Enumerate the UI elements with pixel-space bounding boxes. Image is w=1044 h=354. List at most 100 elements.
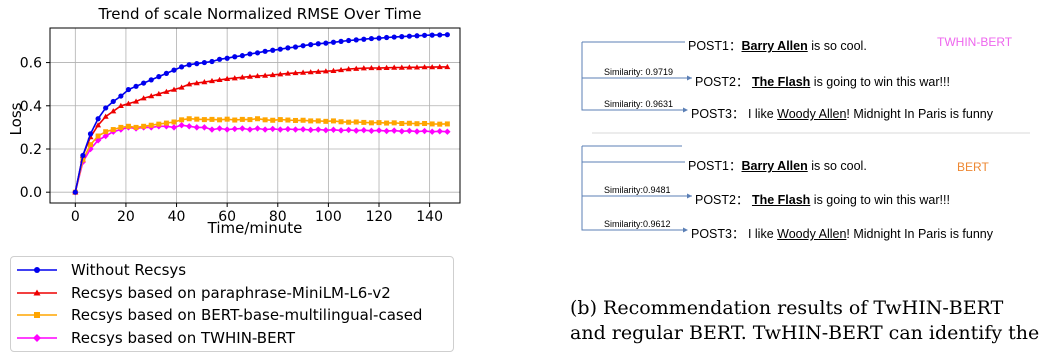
data-point bbox=[292, 44, 299, 50]
data-point bbox=[254, 125, 261, 132]
data-point bbox=[247, 51, 253, 57]
data-point bbox=[376, 120, 382, 126]
data-point bbox=[269, 71, 276, 78]
data-point bbox=[133, 124, 139, 130]
legend-swatch-circle bbox=[17, 267, 57, 274]
data-point bbox=[429, 64, 436, 70]
data-point bbox=[247, 117, 253, 123]
data-point bbox=[208, 126, 216, 133]
data-point bbox=[383, 127, 390, 135]
data-point bbox=[398, 64, 405, 70]
data-point bbox=[262, 117, 268, 123]
data-point bbox=[209, 58, 215, 65]
data-point bbox=[232, 54, 238, 60]
data-point bbox=[444, 121, 450, 127]
data-point bbox=[102, 113, 109, 119]
data-point bbox=[361, 36, 367, 42]
y-axis-title: Loss bbox=[7, 102, 25, 135]
data-point bbox=[186, 62, 192, 68]
data-point bbox=[399, 34, 405, 40]
group2-post1: POST1：Barry Allen is so cool. bbox=[688, 155, 867, 174]
data-point bbox=[95, 133, 101, 139]
data-point bbox=[330, 39, 337, 45]
data-point bbox=[148, 122, 154, 128]
grid-lines bbox=[50, 28, 460, 203]
data-point bbox=[384, 34, 390, 41]
post-prefix: POST1： bbox=[688, 159, 742, 173]
data-point bbox=[239, 53, 245, 59]
data-point bbox=[178, 84, 185, 90]
data-point bbox=[239, 125, 246, 132]
data-point bbox=[103, 105, 109, 111]
x-tick-label: 100 bbox=[315, 209, 342, 225]
y-tick-label: 0.4 bbox=[20, 99, 42, 115]
post-entity: The Flash bbox=[751, 75, 811, 89]
data-point bbox=[330, 118, 336, 124]
data-point bbox=[391, 34, 397, 40]
data-point bbox=[118, 93, 124, 99]
group2-post3: POST3： I like Woody Allen! Midnight In P… bbox=[691, 223, 993, 242]
data-point bbox=[391, 120, 397, 126]
data-point bbox=[346, 119, 352, 125]
data-point bbox=[231, 75, 238, 81]
post-text: is so cool. bbox=[807, 39, 867, 53]
data-point bbox=[80, 157, 86, 163]
data-point bbox=[224, 75, 231, 81]
data-point bbox=[201, 79, 208, 85]
caption-line-2: and regular BERT. TwHIN-BERT can identif… bbox=[570, 322, 1040, 344]
series-2 bbox=[72, 116, 450, 195]
data-point bbox=[224, 116, 230, 122]
data-point bbox=[284, 125, 292, 133]
data-point bbox=[307, 126, 314, 134]
data-point bbox=[429, 32, 435, 38]
data-point bbox=[277, 46, 283, 52]
legend-swatch-diamond bbox=[17, 333, 57, 342]
data-point bbox=[376, 35, 382, 41]
data-point bbox=[300, 117, 306, 123]
data-point bbox=[254, 50, 261, 56]
data-point bbox=[338, 66, 345, 73]
group2-similarity-2: Similarity:0.9481 bbox=[604, 185, 671, 195]
data-point bbox=[87, 142, 93, 148]
data-point bbox=[315, 118, 321, 124]
recommendation-diagram: POST1：Barry Allen is so cool. TWHIN-BERT… bbox=[570, 20, 1044, 260]
x-axis-title: Time/minute bbox=[207, 219, 303, 237]
x-tick-label: 40 bbox=[168, 209, 186, 225]
y-tick-label: 0.6 bbox=[20, 56, 42, 72]
data-point bbox=[80, 152, 86, 159]
legend-label: Recsys based on BERT-base-multilingual-c… bbox=[71, 306, 423, 325]
group2-post2: POST2： The Flash is going to win this wa… bbox=[695, 189, 950, 208]
data-point bbox=[163, 120, 169, 126]
post-prefix: POST3： I like bbox=[691, 107, 778, 121]
data-point bbox=[186, 116, 192, 122]
group1-post1: POST1：Barry Allen is so cool. bbox=[688, 35, 867, 54]
post-prefix: POST2： bbox=[695, 193, 752, 207]
data-point bbox=[353, 65, 360, 71]
data-point bbox=[292, 117, 298, 123]
data-point bbox=[163, 70, 170, 76]
legend-swatch-square bbox=[17, 312, 57, 319]
data-point bbox=[148, 77, 154, 83]
data-point bbox=[383, 64, 390, 70]
data-point bbox=[353, 119, 359, 125]
data-point bbox=[95, 116, 101, 122]
data-point bbox=[110, 127, 116, 133]
data-point bbox=[194, 61, 200, 67]
data-point bbox=[209, 116, 215, 122]
x-tick-label: 0 bbox=[71, 209, 80, 225]
data-point bbox=[261, 126, 269, 133]
data-point bbox=[125, 100, 132, 106]
data-point bbox=[208, 77, 215, 84]
data-point bbox=[270, 117, 276, 123]
data-point bbox=[368, 64, 375, 71]
group2-model-tag: BERT bbox=[957, 160, 989, 174]
x-tick-label: 20 bbox=[117, 209, 135, 225]
legend-label: Without Recsys bbox=[71, 261, 187, 280]
group1-model-tag: TWHIN-BERT bbox=[937, 35, 1013, 49]
data-point bbox=[194, 116, 200, 122]
data-point bbox=[368, 35, 375, 42]
data-point bbox=[179, 64, 185, 70]
data-point bbox=[155, 90, 162, 97]
data-point bbox=[292, 69, 299, 76]
data-point bbox=[217, 117, 223, 123]
